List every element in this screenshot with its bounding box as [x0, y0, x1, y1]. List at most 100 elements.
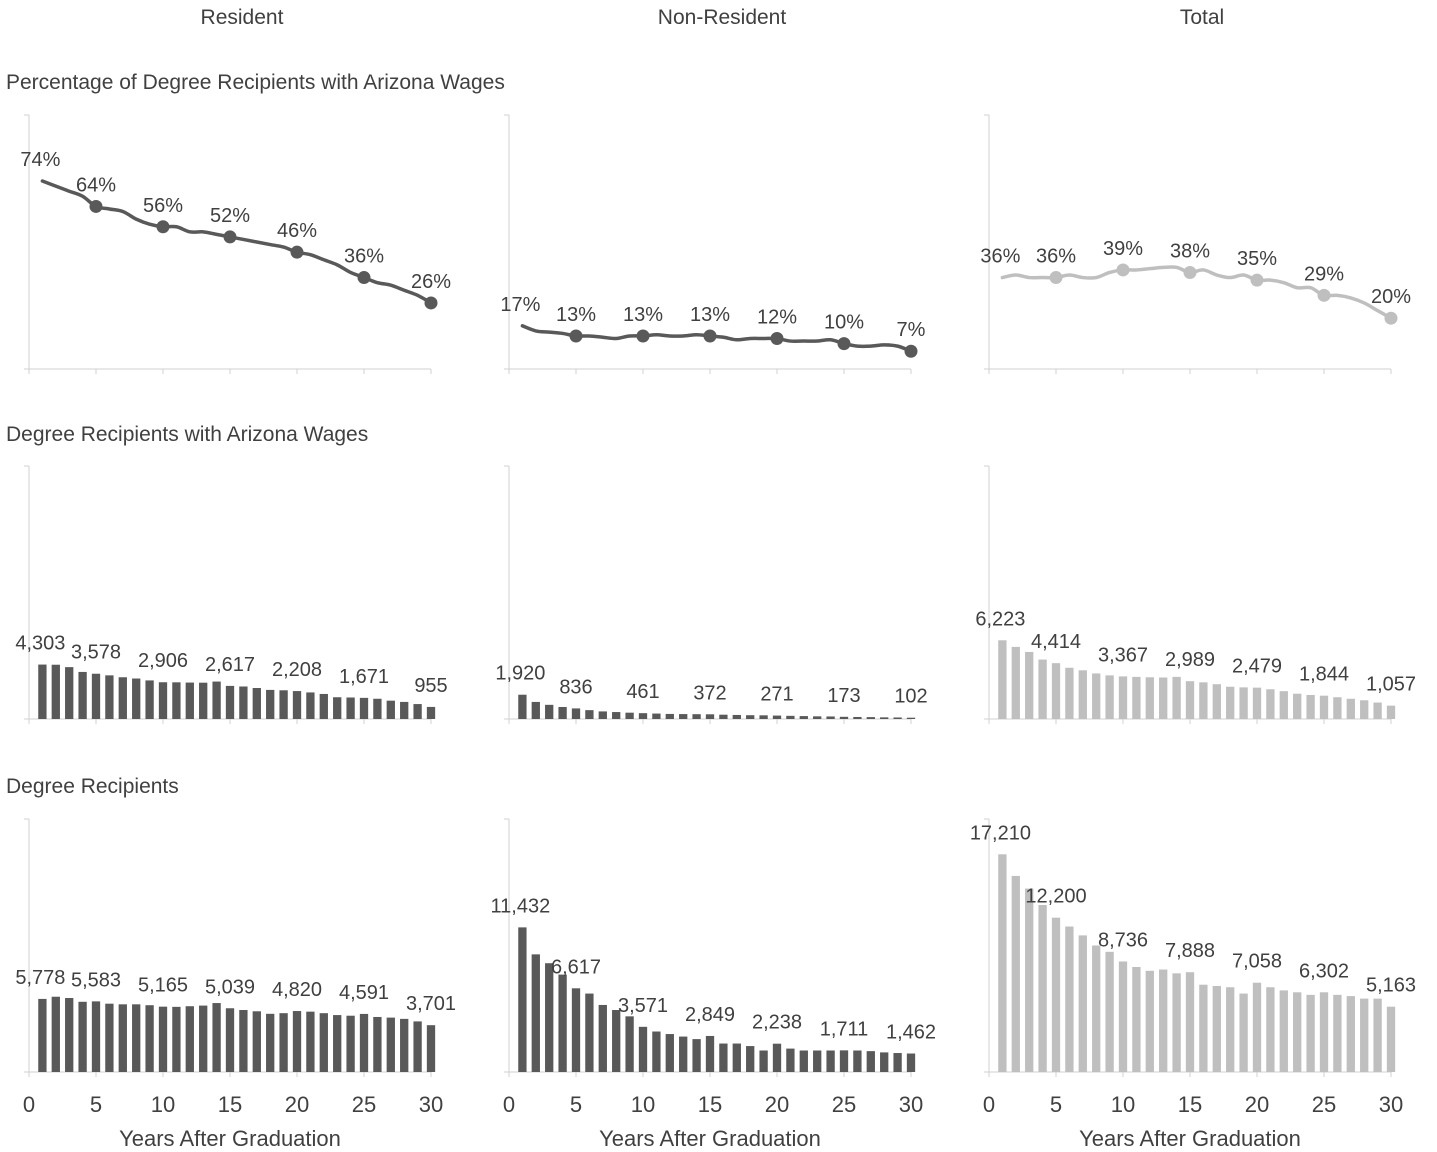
bar	[732, 1043, 741, 1072]
bar	[400, 701, 409, 719]
bar	[158, 1006, 168, 1072]
row-title-percentage: Percentage of Degree Recipients with Ari…	[6, 71, 505, 94]
bar	[719, 714, 728, 719]
bar	[866, 1051, 875, 1072]
bar	[1105, 675, 1114, 719]
x-tick-label: 30	[419, 1092, 443, 1117]
chart-8: 17,210 12,200 8,736 7,888 7,058 6,302 5,163 0 5 1…	[970, 818, 1416, 1151]
bar	[719, 1043, 728, 1072]
data-label: 3,578	[71, 642, 121, 664]
data-label: 1,920	[495, 663, 545, 685]
column-header-total: Total	[1179, 6, 1225, 29]
bar	[571, 708, 581, 719]
data-label: 4,414	[1031, 631, 1081, 653]
bar	[1145, 677, 1154, 719]
data-label: 2,849	[685, 1004, 735, 1026]
bar	[1279, 990, 1288, 1072]
data-point	[1250, 273, 1264, 287]
bar	[1306, 694, 1315, 719]
data-label: 1,844	[1299, 664, 1349, 686]
x-tick-label: 30	[899, 1092, 923, 1117]
bar	[1051, 663, 1061, 719]
data-label: 17,210	[970, 822, 1031, 844]
bar	[373, 1016, 382, 1072]
x-tick-label: 20	[765, 1092, 789, 1117]
bar	[1386, 705, 1396, 719]
bar	[319, 1013, 328, 1072]
data-label: 12%	[757, 307, 797, 329]
bar	[746, 1046, 755, 1072]
bar	[1159, 677, 1168, 719]
bar	[38, 998, 47, 1072]
bar	[225, 685, 235, 719]
chart-0: 74% 64% 56% 52% 46% 36% 26%	[20, 114, 451, 374]
data-label: 36%	[344, 246, 384, 268]
bar	[1145, 970, 1154, 1072]
data-label: 3,367	[1098, 644, 1148, 666]
data-point	[703, 329, 717, 343]
bar	[225, 1008, 235, 1072]
bar	[518, 694, 527, 719]
x-tick-label: 10	[1111, 1092, 1135, 1117]
chart-3: 4,303 3,578 2,906 2,617 2,208 1,671 955	[15, 465, 448, 724]
bar	[252, 688, 261, 719]
bar	[652, 1031, 661, 1072]
bar	[279, 690, 288, 719]
bar	[1373, 702, 1382, 719]
bar	[1386, 1006, 1396, 1072]
bar	[1118, 676, 1128, 719]
bar	[638, 1026, 648, 1072]
bar	[51, 996, 60, 1072]
series-line	[40, 179, 433, 305]
bar	[746, 715, 755, 719]
data-point	[837, 337, 851, 351]
data-label: 17%	[500, 294, 540, 316]
bar	[1132, 967, 1141, 1072]
data-label: 3,571	[618, 995, 668, 1017]
bar	[185, 682, 194, 719]
x-axis-label: Years After Graduation	[119, 1126, 341, 1151]
chart-4: 1,920 836 461 372 271 173 102	[495, 465, 928, 724]
bar	[1226, 987, 1235, 1072]
bar	[1279, 691, 1288, 719]
data-label: 29%	[1304, 263, 1344, 285]
bar	[38, 664, 47, 719]
x-tick-label: 10	[631, 1092, 655, 1117]
bar	[1319, 992, 1329, 1072]
data-label: 8,736	[1098, 929, 1148, 951]
bar	[1293, 693, 1302, 719]
bar	[1132, 676, 1141, 719]
bar	[1252, 982, 1262, 1072]
bar	[400, 1018, 409, 1072]
bar	[1226, 686, 1235, 719]
column-header-non-resident: Non-Resident	[657, 6, 787, 29]
bar	[1293, 992, 1302, 1072]
bar	[598, 711, 607, 719]
x-tick-label: 15	[698, 1092, 722, 1117]
data-label: 955	[414, 675, 447, 697]
column-header-resident: Resident	[200, 6, 284, 29]
bar	[1252, 687, 1262, 719]
x-tick-label: 5	[90, 1092, 102, 1117]
bar	[893, 1053, 902, 1072]
data-label: 6,617	[551, 956, 601, 978]
data-label: 1,057	[1366, 674, 1416, 696]
bar	[906, 717, 916, 719]
bar	[252, 1011, 261, 1072]
data-label: 64%	[76, 174, 116, 196]
bar	[759, 715, 768, 719]
bar	[1185, 972, 1195, 1072]
bar	[199, 1005, 208, 1072]
bar	[279, 1013, 288, 1072]
bar	[531, 701, 540, 719]
x-tick-label: 30	[1379, 1092, 1403, 1117]
bar	[333, 1015, 342, 1072]
bar	[1011, 646, 1020, 719]
data-label: 271	[760, 684, 793, 706]
data-label: 1,711	[820, 1018, 869, 1040]
bar	[105, 675, 114, 719]
bar	[145, 680, 154, 719]
bar	[545, 704, 554, 719]
data-label: 2,208	[272, 659, 322, 681]
bar	[518, 927, 527, 1072]
